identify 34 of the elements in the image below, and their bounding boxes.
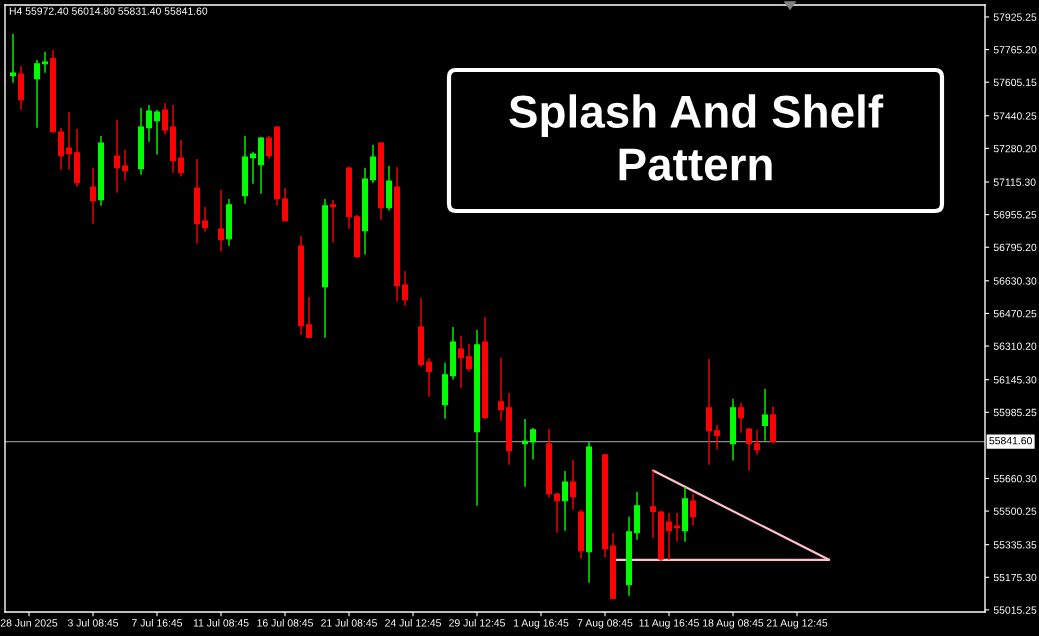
x-tick-label: 28 Jun 2025 (0, 619, 58, 627)
y-tick-label: 55335.35 (993, 541, 1037, 549)
ref-line-label: 55841.60 (989, 436, 1032, 445)
x-tick-label: 21 Jul 08:45 (321, 618, 377, 627)
y-tick-label: 57440.25 (993, 112, 1037, 120)
x-tick-label: 24 Jul 12:45 (385, 618, 441, 627)
y-tick-label: 56310.20 (993, 342, 1037, 350)
y-tick-label: 57925.25 (993, 13, 1037, 21)
chart-subtitle: H4 55972.40 56014.80 55831.40 55841.60 (9, 7, 208, 15)
x-tick-label: 3 Jul 08:45 (67, 618, 119, 627)
y-tick-label: 56470.25 (993, 309, 1037, 318)
x-tick-label: 29 Jul 12:45 (449, 618, 505, 627)
y-tick-label: 57605.15 (993, 78, 1037, 87)
x-tick-label: 18 Aug 08:45 (703, 619, 764, 629)
y-tick-label: 55500.25 (993, 507, 1037, 515)
y-tick-label: 56795.20 (993, 243, 1037, 252)
y-tick-label: 55015.25 (993, 606, 1037, 614)
y-tick-label: 56630.30 (993, 277, 1037, 285)
y-tick-label: 57115.30 (993, 178, 1036, 186)
y-tick-label: 55175.30 (993, 573, 1037, 582)
y-tick-label: 55660.30 (993, 474, 1037, 483)
x-tick-label: 7 Jul 16:45 (132, 618, 183, 627)
text: Splash And Shelf Pattern (509, 94, 884, 181)
y-tick-label: 55985.25 (993, 408, 1037, 417)
y-tick-label: 56145.30 (993, 376, 1037, 384)
x-tick-label: 21 Aug 12:45 (766, 619, 828, 629)
x-tick-label: 7 Aug 08:45 (577, 619, 633, 629)
x-tick-label: 16 Jul 08:45 (257, 618, 313, 627)
y-tick-label: 57280.20 (993, 144, 1037, 153)
x-tick-label: 1 Aug 16:45 (513, 619, 569, 629)
x-tick-label: 11 Jul 08:45 (193, 618, 249, 627)
y-tick-label: 57765.20 (993, 46, 1037, 54)
x-tick-label: 11 Aug 16:45 (639, 619, 699, 629)
y-tick-label: 56955.25 (993, 211, 1037, 219)
